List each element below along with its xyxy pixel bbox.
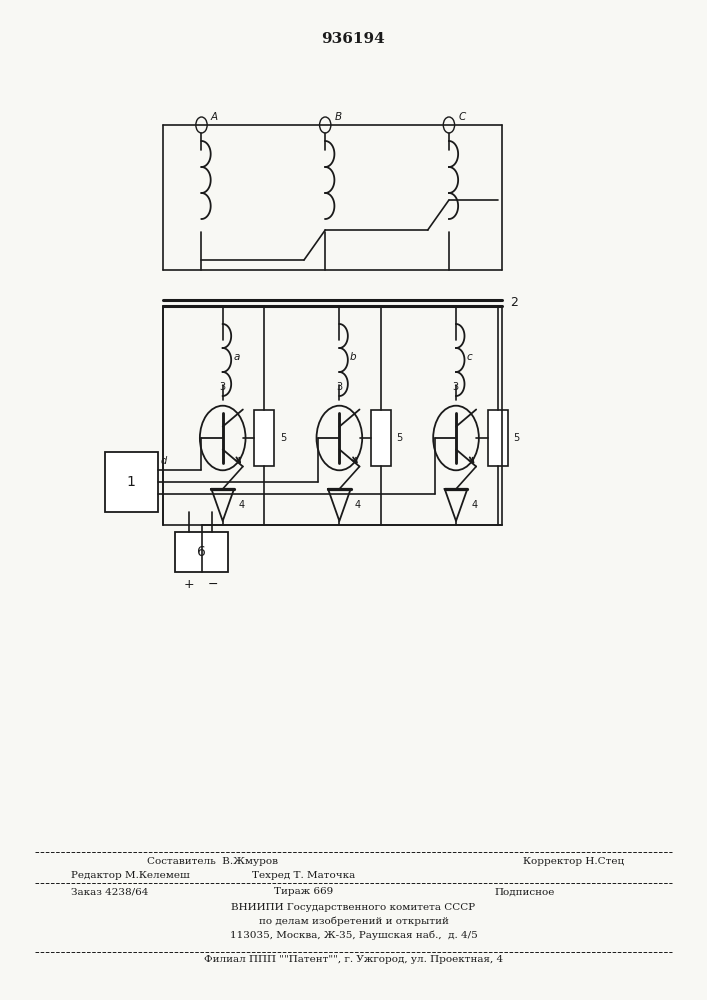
Text: B: B xyxy=(334,112,341,122)
Text: Филиал ППП ""Патент"", г. Ужгород, ул. Проектная, 4: Филиал ППП ""Патент"", г. Ужгород, ул. П… xyxy=(204,956,503,964)
Text: по делам изобретений и открытий: по делам изобретений и открытий xyxy=(259,916,448,926)
Text: Составитель  В.Жмуров: Составитель В.Жмуров xyxy=(146,857,278,866)
Text: Подписное: Подписное xyxy=(495,888,555,896)
Text: 113035, Москва, Ж-35, Раушская наб.,  д. 4/5: 113035, Москва, Ж-35, Раушская наб., д. … xyxy=(230,930,477,940)
Text: Тираж 669: Тираж 669 xyxy=(274,888,334,896)
Text: 4: 4 xyxy=(238,500,245,510)
Text: a: a xyxy=(233,352,240,362)
Text: C: C xyxy=(458,112,465,122)
Text: 2: 2 xyxy=(510,296,518,310)
Text: 4: 4 xyxy=(355,500,361,510)
Text: 1: 1 xyxy=(127,475,136,489)
Text: ВНИИПИ Государственного комитета СССР: ВНИИПИ Государственного комитета СССР xyxy=(231,902,476,912)
Text: Техред Т. Маточка: Техред Т. Маточка xyxy=(252,871,356,880)
Text: b: b xyxy=(350,352,356,362)
Text: 936194: 936194 xyxy=(322,32,385,46)
Bar xyxy=(175,532,228,572)
Text: 3: 3 xyxy=(219,382,226,392)
Text: 4: 4 xyxy=(472,500,478,510)
Text: 5: 5 xyxy=(397,433,403,443)
Bar xyxy=(105,452,158,512)
Bar xyxy=(371,410,391,466)
Text: A: A xyxy=(211,112,218,122)
Text: 3: 3 xyxy=(336,382,342,392)
Text: 3: 3 xyxy=(452,382,459,392)
Text: 5: 5 xyxy=(513,433,520,443)
Text: −: − xyxy=(207,578,218,590)
Text: 6: 6 xyxy=(197,545,206,559)
Bar xyxy=(255,410,274,466)
Text: +: + xyxy=(183,578,194,590)
Text: Корректор Н.Стец: Корректор Н.Стец xyxy=(523,857,624,866)
Text: c: c xyxy=(467,352,472,362)
Bar xyxy=(488,410,508,466)
Text: d: d xyxy=(160,456,167,466)
Text: Редактор М.Келемеш: Редактор М.Келемеш xyxy=(71,871,189,880)
Text: 5: 5 xyxy=(280,433,286,443)
Text: Заказ 4238/64: Заказ 4238/64 xyxy=(71,888,148,896)
